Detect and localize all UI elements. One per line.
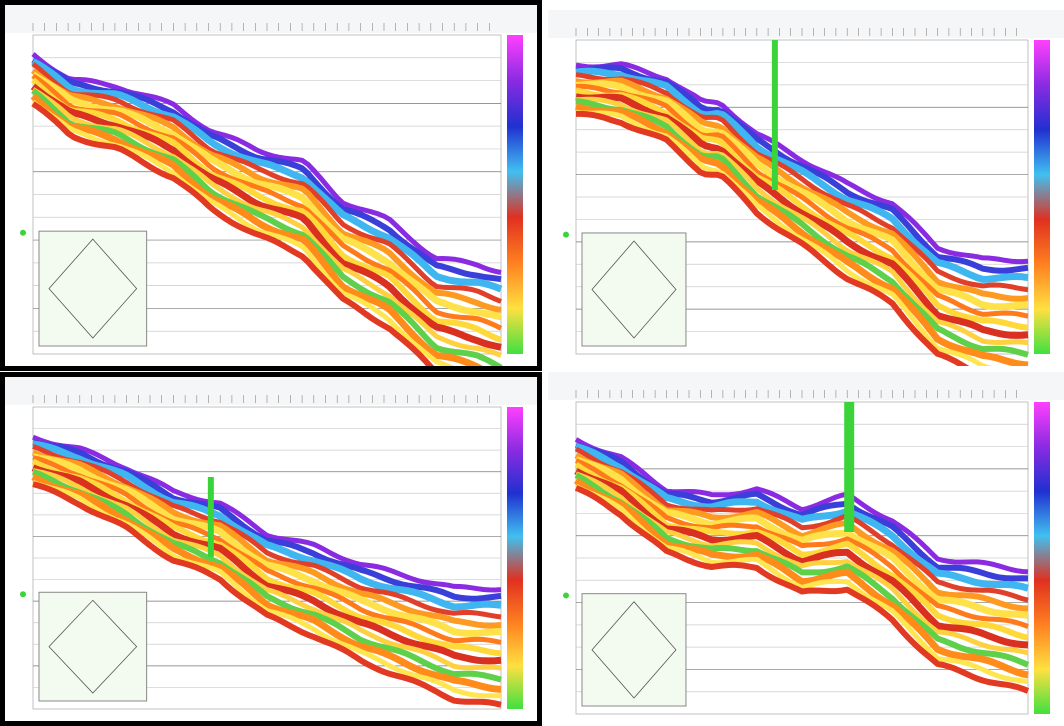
seismic-panel bbox=[548, 10, 1064, 366]
seismic-layer bbox=[574, 461, 1029, 641]
seismic-layer bbox=[31, 464, 502, 665]
seismic-layer bbox=[30, 83, 502, 351]
seismic-layer bbox=[574, 472, 1030, 668]
location-map bbox=[581, 232, 687, 347]
seismic-layer bbox=[575, 77, 1029, 302]
survey-outline bbox=[48, 238, 138, 339]
color-bar bbox=[1034, 402, 1050, 714]
seismic-layer bbox=[31, 52, 502, 275]
color-bar bbox=[507, 407, 523, 709]
well-log bbox=[207, 477, 214, 557]
section-view bbox=[548, 372, 1064, 715]
location-map bbox=[38, 230, 148, 347]
seismic-layer bbox=[575, 61, 1029, 265]
header-strip bbox=[5, 377, 537, 405]
well-log bbox=[844, 402, 855, 532]
seismic-layer bbox=[575, 83, 1029, 319]
seismic-layer bbox=[576, 110, 970, 366]
seismic-layer bbox=[30, 93, 483, 366]
seismic-layer bbox=[31, 73, 503, 331]
seismic-layer bbox=[575, 93, 1029, 339]
location-map bbox=[581, 593, 687, 707]
seismic-layer bbox=[31, 458, 502, 657]
seismic-layer bbox=[573, 477, 1029, 679]
survey-outline bbox=[48, 599, 138, 694]
marker bbox=[563, 592, 569, 599]
seismic-layer bbox=[31, 68, 502, 313]
seismic-layer bbox=[575, 98, 1029, 358]
seismic-panel bbox=[0, 0, 542, 371]
seismic-layer bbox=[574, 443, 1029, 592]
seismic-layer bbox=[574, 485, 1030, 694]
header-strip bbox=[5, 5, 537, 33]
seismic-layer bbox=[31, 449, 502, 629]
seismic-layer bbox=[31, 473, 502, 693]
seismic-layer bbox=[574, 437, 1029, 575]
seismic-layer bbox=[31, 58, 503, 293]
seismic-layer bbox=[32, 444, 502, 620]
seismic-layer bbox=[30, 77, 503, 343]
seismic-layer bbox=[574, 446, 1029, 603]
seismic-layer bbox=[575, 72, 1029, 293]
header-strip bbox=[548, 372, 1064, 400]
section-view bbox=[5, 377, 537, 710]
marker bbox=[20, 591, 26, 598]
seismic-layer bbox=[575, 87, 1029, 331]
seismic-layer bbox=[31, 88, 503, 366]
seismic-layer bbox=[31, 101, 435, 366]
seismic-layer bbox=[32, 481, 502, 708]
survey-outline bbox=[591, 601, 677, 699]
marker bbox=[563, 231, 569, 238]
seismic-layer bbox=[31, 468, 502, 683]
color-bar bbox=[507, 35, 523, 354]
seismic-layer bbox=[32, 440, 502, 611]
color-bar bbox=[1034, 40, 1050, 354]
seismic-layer bbox=[574, 452, 1029, 612]
marker bbox=[20, 229, 26, 236]
survey-outline bbox=[591, 240, 677, 339]
well-log bbox=[771, 40, 778, 190]
seismic-layer bbox=[31, 61, 502, 304]
seismic-layer bbox=[575, 67, 1029, 283]
seismic-panel bbox=[548, 372, 1064, 726]
location-map bbox=[38, 591, 148, 702]
section-view bbox=[548, 10, 1064, 366]
section-view bbox=[5, 5, 537, 366]
seismic-layer bbox=[32, 455, 502, 645]
seismic-panel bbox=[0, 372, 542, 726]
seismic-layer bbox=[575, 458, 1029, 629]
header-strip bbox=[548, 10, 1064, 38]
seismic-layer bbox=[574, 102, 1029, 366]
seismic-layer bbox=[32, 434, 502, 593]
